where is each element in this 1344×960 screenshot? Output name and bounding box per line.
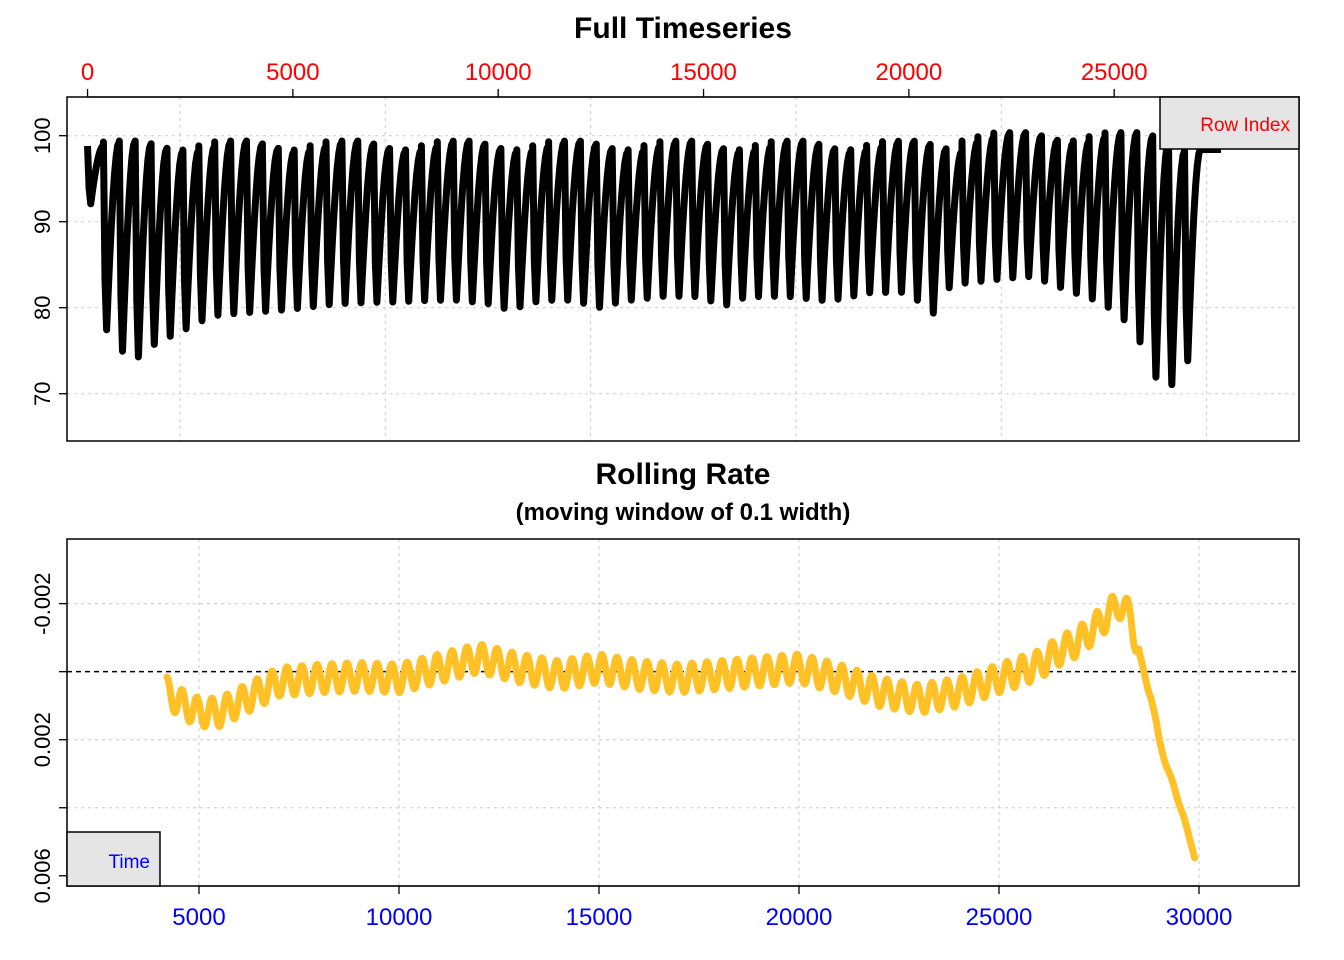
y-tick-label: 90 bbox=[30, 209, 55, 233]
x-tick-label: 0 bbox=[81, 59, 94, 86]
legend: Time bbox=[66, 831, 161, 887]
x-tick-label: 25000 bbox=[1081, 59, 1148, 86]
y-tick-label: 70 bbox=[30, 381, 55, 405]
series-timeseries bbox=[84, 129, 1221, 389]
x-axis-top: 0 5000 10000 15000 20000 25000 bbox=[81, 59, 1148, 98]
x-tick-label: 20000 bbox=[766, 904, 833, 931]
legend-entry: Row Index bbox=[1200, 115, 1290, 136]
legend-box bbox=[66, 831, 161, 887]
x-tick-label: 10000 bbox=[465, 59, 532, 86]
series-line bbox=[84, 129, 1221, 389]
x-tick-label: 5000 bbox=[172, 904, 225, 931]
x-tick-label: 15000 bbox=[566, 904, 633, 931]
x-tick-label: 15000 bbox=[670, 59, 737, 86]
y-tick-label: -0.002 bbox=[30, 572, 55, 634]
series-rolling-rate bbox=[163, 592, 1199, 862]
legend-entry: Time bbox=[108, 852, 150, 873]
chart-full-timeseries: Full Timeseries 0 5000 10000 15000 20000 2500… bbox=[30, 12, 1300, 442]
x-tick-label: 30000 bbox=[1166, 904, 1233, 931]
x-tick-label: 5000 bbox=[266, 59, 319, 86]
x-tick-label: 10000 bbox=[366, 904, 433, 931]
legend-box bbox=[1159, 96, 1300, 150]
y-tick-label: 80 bbox=[30, 295, 55, 319]
chart-title: Full Timeseries bbox=[574, 12, 792, 45]
y-tick-label: 0.006 bbox=[30, 848, 55, 903]
grid bbox=[67, 539, 1299, 886]
chart-rolling-rate: Rolling Rate (moving window of 0.1 width… bbox=[30, 458, 1300, 931]
x-tick-label: 20000 bbox=[875, 59, 942, 86]
chart-subtitle: (moving window of 0.1 width) bbox=[516, 499, 851, 526]
y-tick-label: 0.002 bbox=[30, 712, 55, 767]
legend: Row Index bbox=[1159, 96, 1300, 150]
x-tick-label: 25000 bbox=[966, 904, 1033, 931]
y-tick-label: 100 bbox=[30, 117, 55, 154]
x-axis-bottom: 5000 10000 15000 20000 25000 30000 bbox=[172, 885, 1233, 931]
y-axis: 70 80 90 100 bbox=[30, 117, 67, 406]
chart-title: Rolling Rate bbox=[595, 458, 770, 491]
y-axis: -0.002 0.002 0.006 bbox=[30, 572, 67, 903]
series-line bbox=[163, 592, 1199, 862]
